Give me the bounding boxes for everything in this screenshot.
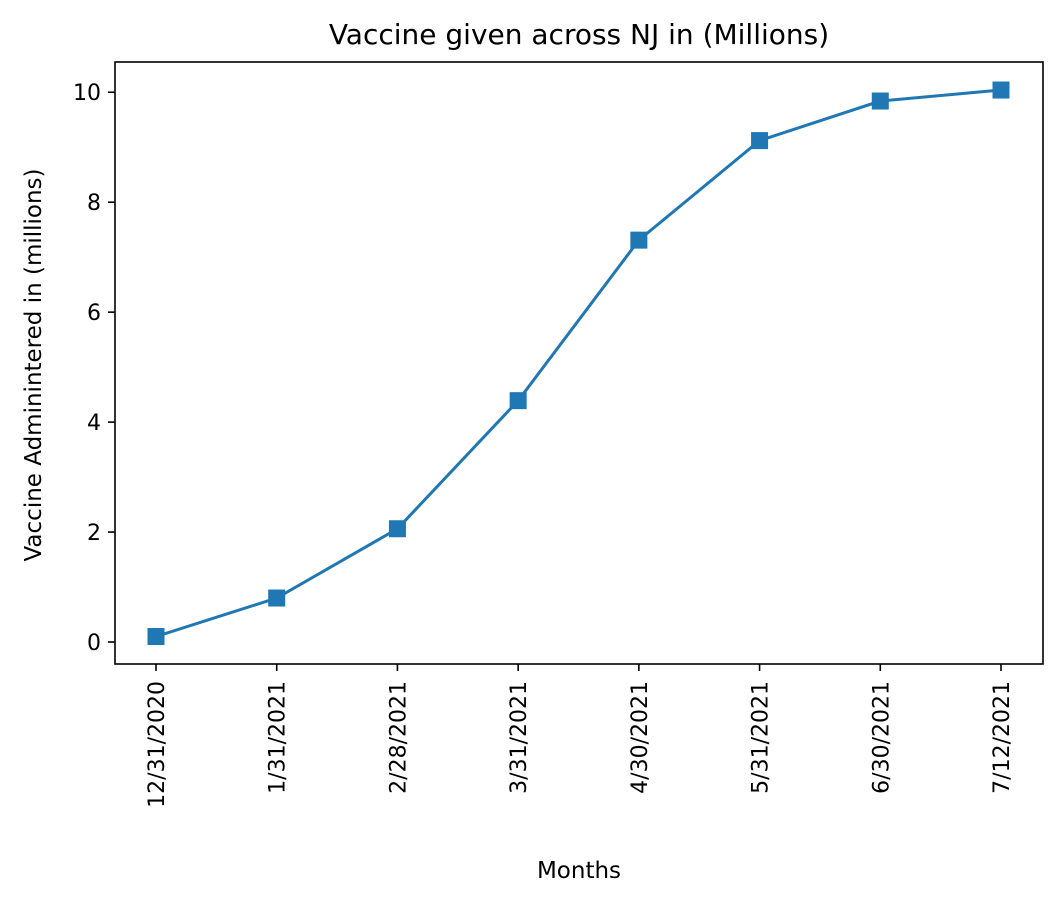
y-tick-label: 2	[87, 521, 101, 546]
y-axis-ticks: 0 2 4 6 8 10	[73, 81, 115, 656]
data-point-marker	[751, 132, 769, 150]
data-point-marker	[388, 520, 406, 538]
x-axis-label: Months	[537, 858, 621, 884]
data-point-marker	[147, 628, 165, 646]
y-tick-label: 4	[87, 411, 101, 436]
y-tick-label: 0	[87, 631, 101, 656]
data-point-marker	[268, 589, 286, 607]
series-line	[155, 88, 1002, 638]
x-tick-label: 5/31/2021	[749, 681, 774, 794]
y-tick-label: 6	[87, 301, 101, 326]
x-tick-label: 7/12/2021	[990, 681, 1015, 794]
data-point-marker	[630, 231, 648, 249]
x-tick-label: 4/30/2021	[628, 681, 653, 794]
series-markers	[147, 81, 1010, 646]
x-tick-label: 1/31/2021	[266, 681, 291, 794]
y-tick-label: 8	[87, 191, 101, 216]
x-tick-label: 6/30/2021	[869, 681, 894, 794]
x-tick-label: 3/31/2021	[507, 681, 532, 794]
data-point-marker	[871, 92, 889, 110]
y-axis-label: Vaccine Adminintered in (millions)	[21, 168, 47, 561]
data-point-marker	[509, 392, 527, 410]
chart-title: Vaccine given across NJ in (Millions)	[329, 18, 829, 51]
y-tick-label: 10	[73, 81, 101, 106]
x-tick-label: 2/28/2021	[386, 681, 411, 794]
plot-area-frame	[114, 61, 1044, 665]
x-axis-ticks: 12/31/2020 1/31/2021 2/28/2021 3/31/2021 4/3…	[145, 664, 1015, 808]
data-point-marker	[992, 81, 1010, 99]
x-tick-label: 12/31/2020	[145, 681, 170, 808]
